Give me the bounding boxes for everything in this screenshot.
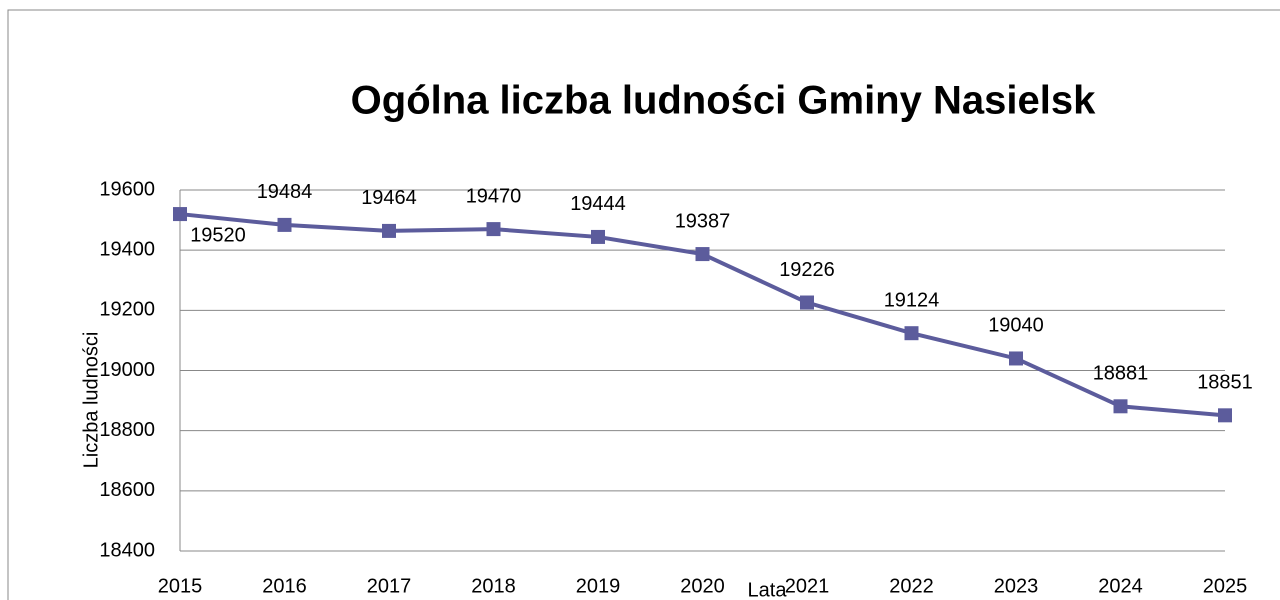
point-marker <box>1009 351 1023 366</box>
y-tick-label: 18800 <box>99 419 155 441</box>
x-tick-label: 2020 <box>680 575 725 597</box>
x-axis-label: Lata <box>748 579 788 600</box>
chart-frame <box>7 9 1280 600</box>
x-tick-label: 2019 <box>576 575 621 597</box>
series-line <box>179 212 1226 418</box>
data-label: 19464 <box>361 187 417 209</box>
y-tick-label: 19600 <box>99 178 155 200</box>
y-tick-label: 18400 <box>99 539 155 561</box>
point-marker <box>904 326 919 341</box>
x-tick-label: 2023 <box>994 575 1039 597</box>
data-label: 19444 <box>570 193 626 215</box>
point-marker <box>1218 408 1232 423</box>
point-marker <box>277 217 292 232</box>
x-tick-label: 2018 <box>471 575 516 597</box>
x-tick-label: 2024 <box>1098 575 1143 597</box>
point-marker <box>1113 399 1128 414</box>
point-marker <box>695 247 710 262</box>
x-tick-label: 2015 <box>158 575 203 597</box>
x-tick-label: 2017 <box>367 575 412 597</box>
y-tick-label: 19000 <box>99 359 155 381</box>
chart-title: Ogólna liczba ludności Gminy Nasielsk <box>351 79 1096 123</box>
data-label: 18851 <box>1197 372 1253 394</box>
x-tick-label: 2016 <box>262 575 307 597</box>
point-marker <box>382 223 396 238</box>
x-tick-label: 2025 <box>1203 575 1248 597</box>
data-label: 19387 <box>675 210 731 232</box>
y-axis-label: Liczba ludności <box>80 332 102 469</box>
data-label: 19484 <box>257 181 313 203</box>
point-marker <box>173 207 187 222</box>
data-label: 19124 <box>884 289 940 311</box>
data-label: 19520 <box>190 224 246 246</box>
y-tick-label: 19200 <box>99 299 155 321</box>
data-label: 19226 <box>779 259 835 281</box>
data-label: 19470 <box>466 185 522 207</box>
y-tick-label: 19400 <box>99 238 155 260</box>
data-label: 19040 <box>988 315 1044 337</box>
point-marker <box>591 229 605 244</box>
x-tick-label: 2022 <box>889 575 934 597</box>
point-marker <box>800 295 814 310</box>
x-tick-label: 2021 <box>785 575 830 597</box>
y-tick-label: 18600 <box>99 479 155 501</box>
data-label: 18881 <box>1093 363 1149 385</box>
point-marker <box>486 222 501 237</box>
